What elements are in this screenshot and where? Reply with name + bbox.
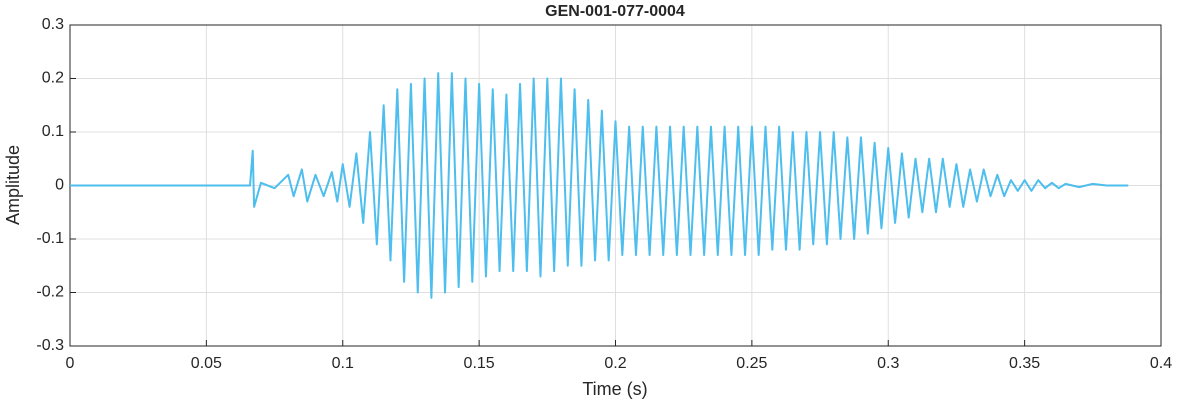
x-tick-label: 0.25 [736, 355, 767, 372]
y-tick-label: -0.2 [36, 284, 64, 301]
x-tick-label: 0 [66, 355, 75, 372]
x-tick-label: 0.2 [604, 355, 626, 372]
chart-title: GEN-001-077-0004 [545, 3, 685, 20]
x-tick-label: 0.4 [1150, 355, 1172, 372]
x-axis-label: Time (s) [582, 379, 647, 399]
x-tick-label: 0.05 [191, 355, 222, 372]
x-tick-label: 0.3 [877, 355, 899, 372]
waveform-line [70, 72, 1129, 299]
x-tick-label: 0.1 [332, 355, 354, 372]
y-tick-label: 0.3 [42, 16, 64, 33]
y-tick-label: 0.2 [42, 70, 64, 87]
y-tick-label: -0.3 [36, 337, 64, 354]
y-tick-label: -0.1 [36, 230, 64, 247]
x-tick-label: 0.15 [464, 355, 495, 372]
y-tick-label: 0.1 [42, 123, 64, 140]
y-axis-label: Amplitude [3, 145, 23, 225]
x-tick-label: 0.35 [1009, 355, 1040, 372]
y-tick-label: 0 [55, 177, 64, 194]
